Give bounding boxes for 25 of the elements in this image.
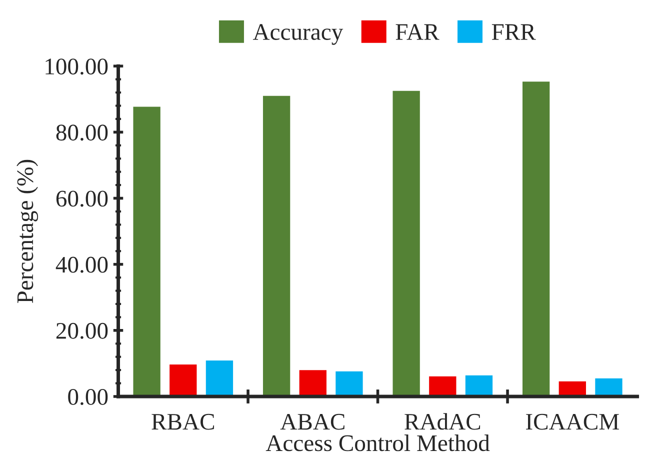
y-axis-title: Percentage (%) [16,160,38,304]
bar [428,374,458,396]
bar [204,359,234,396]
legend-label: FRR [492,24,536,40]
legend-label: Accuracy [252,24,344,45]
x-axis-title: Access Control Method [266,434,490,452]
bar [262,94,292,396]
bar [298,368,328,396]
x-tick-label: RAdAC [404,413,480,430]
bar [521,80,552,396]
y-tick-label: 80.00 [56,124,108,141]
legend-label: FAR [396,24,440,40]
x-tick-label: ICAACM [526,414,619,430]
y-tick-label: 60.00 [56,190,108,207]
bar [391,90,422,396]
y-tick-label: 40.00 [56,256,108,273]
x-tick-label: RBAC [152,414,214,430]
y-tick-label: 100.00 [46,58,108,75]
y-tick-label: 0.00 [68,388,108,406]
bar [334,370,364,396]
bar [168,363,198,396]
bar [132,105,162,396]
y-tick-label: 20.00 [56,322,108,339]
bar [464,374,494,396]
x-tick-label: ABAC [280,414,344,430]
